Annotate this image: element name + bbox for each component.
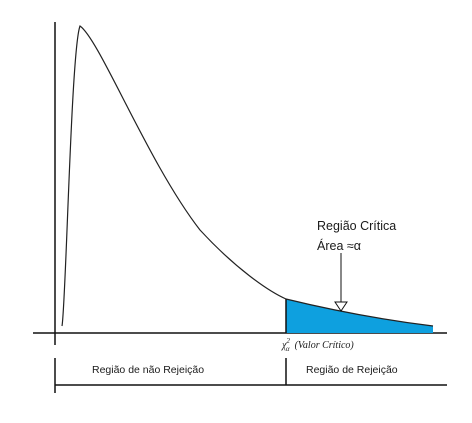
density-curve: [61, 25, 434, 327]
rejection-region-label: Região de Rejeição: [306, 364, 398, 376]
critical-value-label: χ2 α (Valor Crítico): [281, 337, 354, 353]
chi-subscript: α: [286, 345, 290, 353]
critical-value-text: (Valor Crítico): [295, 340, 355, 351]
critical-region-area: Área ≈α: [317, 238, 361, 253]
chi-symbol: χ: [281, 340, 287, 351]
chi-superscript: 2: [286, 337, 290, 345]
critical-region-title: Região Crítica: [317, 219, 396, 233]
annotation-arrowhead: [334, 301, 348, 312]
non-rejection-region-label: Região de não Rejeição: [92, 364, 204, 376]
